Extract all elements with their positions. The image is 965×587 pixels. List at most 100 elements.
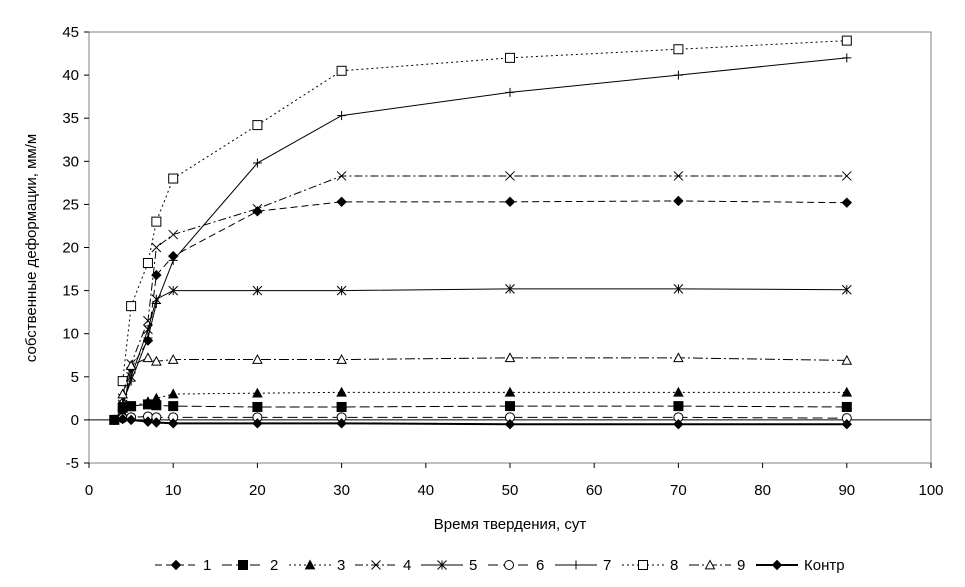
legend-item: 5: [421, 557, 477, 574]
x-tick-label: 30: [333, 482, 350, 499]
x-tick-label: 10: [165, 482, 182, 499]
x-axis-label: Время твердения, сут: [434, 516, 587, 533]
data-point: [673, 44, 684, 55]
y-tick-label: 15: [62, 283, 79, 300]
legend-marker: [638, 560, 648, 570]
data-point: [673, 401, 684, 412]
data-point: [505, 87, 515, 97]
y-tick-label: 30: [62, 153, 79, 170]
legend-marker: [704, 559, 716, 570]
data-point: [151, 355, 162, 366]
data-point: [505, 171, 515, 181]
series-line: [122, 288, 847, 405]
y-tick-label: 10: [62, 326, 79, 343]
series-line: [122, 175, 847, 399]
data-point: [841, 171, 852, 181]
legend-label: 3: [337, 557, 345, 574]
data-point: [673, 171, 684, 181]
legend-marker: [170, 559, 182, 571]
series-line: [122, 357, 847, 395]
y-tick-label: 45: [62, 24, 79, 41]
data-point: [252, 158, 262, 168]
series-3: [108, 386, 853, 425]
x-tick-label: 50: [502, 482, 519, 499]
data-point: [505, 401, 515, 412]
data-point: [151, 242, 162, 253]
data-point: [109, 414, 120, 426]
data-point: [336, 171, 347, 181]
data-point: [252, 285, 263, 296]
data-point: [252, 203, 263, 214]
series-5: [117, 284, 852, 410]
data-point: [167, 354, 179, 364]
data-point: [336, 285, 347, 296]
series-line: [113, 200, 847, 421]
series-9: [117, 352, 853, 399]
data-point: [673, 195, 684, 207]
data-point: [151, 392, 162, 403]
data-point: [504, 196, 516, 208]
data-point: [142, 416, 154, 427]
data-point: [117, 413, 128, 425]
data-point: [142, 396, 154, 407]
legend-label: Контр: [804, 557, 845, 574]
series-line: [113, 403, 847, 421]
legend-item: 7: [555, 557, 611, 574]
data-point: [504, 419, 516, 430]
legend-label: 8: [670, 557, 678, 574]
legend-label: 7: [603, 557, 611, 574]
data-point: [841, 284, 852, 295]
x-tick-label: 80: [754, 482, 771, 499]
legend-label: 5: [469, 557, 477, 574]
legend-marker: [371, 560, 381, 570]
legend-marker: [238, 560, 248, 570]
axes-layer: -5 0 5 10 15 20 25 30 35 40 45 0 10 20 30 40 50 60 70 80 90 1…: [62, 24, 943, 499]
x-tick-label: 0: [85, 482, 93, 499]
y-tick-label: 25: [62, 196, 79, 213]
legend-item: 3: [289, 557, 345, 574]
data-point: [673, 70, 683, 80]
series-6: [117, 411, 852, 424]
series-line: [122, 415, 847, 419]
series-layer: [108, 35, 853, 430]
data-point: [168, 255, 178, 265]
data-point: [504, 352, 516, 363]
data-point: [151, 299, 161, 309]
data-point: [118, 398, 128, 408]
x-tick-label: 40: [417, 482, 434, 499]
legend-marker: [571, 560, 581, 570]
legend-label: 6: [536, 557, 544, 574]
data-point: [168, 401, 179, 412]
data-point: [336, 386, 347, 397]
series-line: [122, 57, 847, 403]
data-point: [168, 173, 179, 184]
data-point: [336, 65, 347, 76]
data-point: [673, 386, 684, 397]
x-tick-label: 100: [918, 482, 943, 499]
legend: 1 2 3 4 5 6 7 8 9 Контр: [155, 557, 845, 574]
data-point: [336, 354, 347, 364]
legend-label: 9: [737, 557, 745, 574]
series-4: [117, 171, 852, 404]
data-point: [125, 414, 137, 426]
data-point: [841, 354, 853, 365]
series-1: [109, 195, 853, 426]
data-point: [143, 333, 153, 343]
legend-item: 2: [222, 557, 278, 574]
data-point: [151, 216, 162, 227]
legend-marker: [437, 560, 447, 570]
y-tick-label: 35: [62, 110, 79, 127]
data-point: [168, 229, 179, 240]
series-7: [118, 53, 852, 408]
data-point: [504, 386, 516, 397]
x-tick-label: 90: [838, 482, 855, 499]
legend-item: 4: [355, 557, 411, 574]
legend-item: Контр: [756, 557, 845, 574]
data-point: [337, 111, 347, 121]
data-point: [252, 354, 263, 364]
data-point: [841, 401, 852, 412]
series-line: [122, 40, 847, 382]
data-point: [673, 352, 684, 363]
data-point: [841, 35, 852, 46]
legend-item: 1: [155, 557, 211, 574]
